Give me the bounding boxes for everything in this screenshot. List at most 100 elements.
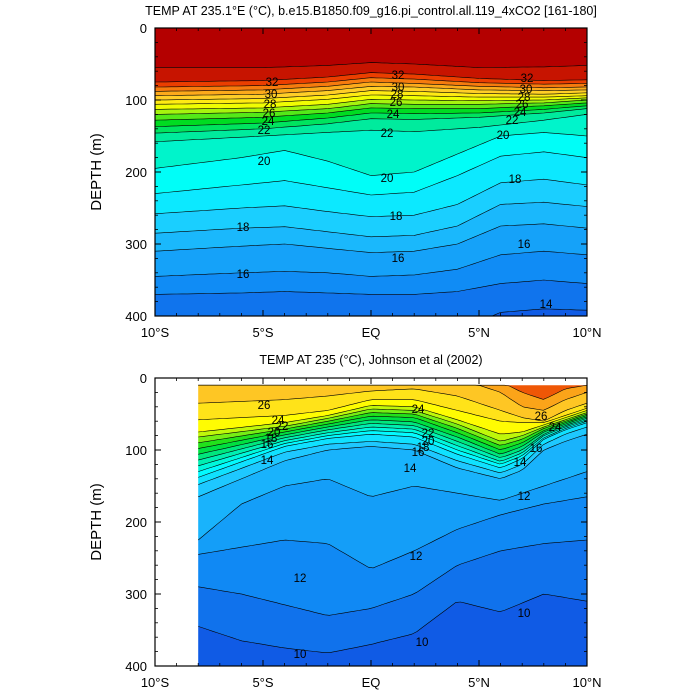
bottom-contour-label: 20 — [422, 436, 435, 448]
top-contour-label: 18 — [390, 211, 403, 223]
isotherm-line — [198, 399, 587, 423]
bottom-contour-label: 12 — [294, 573, 307, 585]
top-isotherm-lines — [155, 62, 587, 316]
contour-band — [155, 86, 587, 100]
x-tick-label: EQ — [362, 675, 381, 690]
isotherm-line — [155, 102, 587, 121]
top-contour-label: 28 — [391, 89, 404, 101]
isotherm-line — [155, 250, 587, 277]
bottom-contour-label: 16 — [261, 439, 274, 451]
contour-band — [198, 419, 587, 472]
contour-band — [198, 385, 587, 400]
isotherm-line — [155, 62, 587, 68]
contour-band — [155, 97, 587, 115]
bottom-contour-label: 22 — [422, 428, 435, 440]
y-tick-label: 300 — [125, 237, 147, 252]
contour-band — [155, 100, 587, 121]
x-tick-label: 5°N — [468, 325, 490, 340]
top-panel-title: TEMP AT 235.1°E (°C), b.e15.B1850.f09_g1… — [145, 4, 597, 18]
contour-band — [155, 94, 587, 110]
top-contour-label: 24 — [514, 107, 527, 119]
y-tick-label: 200 — [125, 515, 147, 530]
top-contour-label: 16 — [237, 269, 250, 281]
isotherm-line — [198, 418, 587, 461]
bottom-contour-label: 18 — [265, 433, 278, 445]
isotherm-line — [155, 178, 587, 217]
bottom-axes: 10°S 5°S EQ 5°N 10°N 0 100 200 300 400 — [125, 371, 601, 690]
bottom-contour-label: 14 — [404, 463, 417, 475]
bottom-contour-label: 16 — [530, 443, 543, 455]
isotherm-line — [155, 77, 587, 88]
bottom-panel-title: TEMP AT 235 (°C), Johnson et al (2002) — [259, 353, 482, 367]
contour-band — [198, 421, 587, 478]
top-contour-label: 26 — [516, 99, 529, 111]
top-filled-contours — [155, 28, 587, 316]
top-contour-label: 30 — [392, 82, 405, 94]
isotherm-line — [155, 94, 587, 105]
isotherm-line — [155, 223, 587, 253]
y-tick-label: 400 — [125, 659, 147, 674]
contour-band — [155, 202, 587, 253]
isotherm-line — [198, 539, 587, 616]
y-tick-label: 200 — [125, 165, 147, 180]
isotherm-line — [155, 132, 587, 176]
isotherm-line — [155, 85, 587, 96]
x-tick-label: 10°N — [572, 675, 601, 690]
isotherm-line — [198, 405, 587, 435]
bottom-contour-label: 24 — [549, 422, 562, 434]
top-contour-label: 24 — [262, 116, 275, 128]
bottom-filled-contours — [198, 385, 587, 666]
bottom-contour-label: 10 — [416, 637, 429, 649]
contour-band — [155, 72, 587, 88]
isotherm-line — [198, 415, 587, 450]
top-contour-label: 30 — [265, 89, 278, 101]
contour-band — [198, 385, 587, 411]
top-contour-label: 32 — [266, 77, 279, 89]
isotherm-line — [198, 420, 587, 472]
bottom-contour-label: 18 — [417, 442, 430, 454]
isotherm-line — [155, 72, 587, 83]
contour-band — [198, 399, 587, 434]
x-tick-label: 5°N — [468, 675, 490, 690]
top-contour-label: 30 — [520, 84, 533, 96]
top-contour-label: 20 — [381, 173, 394, 185]
bottom-contour-label: 26 — [535, 411, 548, 423]
contour-band — [155, 108, 587, 142]
isotherm-line — [198, 471, 587, 541]
top-contour-label: 14 — [540, 299, 553, 311]
x-tick-label: EQ — [362, 325, 381, 340]
bottom-contour-label: 12 — [518, 491, 531, 503]
top-contour-label: 22 — [258, 125, 271, 137]
bottom-isotherm-lines — [198, 384, 587, 653]
contour-band — [155, 223, 587, 277]
isotherm-line — [198, 426, 587, 485]
y-tick-label: 100 — [125, 443, 147, 458]
isotherm-line — [155, 81, 587, 92]
contour-band — [198, 471, 587, 568]
contour-band — [198, 388, 587, 423]
top-contour-label: 20 — [258, 156, 271, 168]
bottom-contour-label: 10 — [518, 608, 531, 620]
contour-band — [198, 426, 587, 497]
y-tick-label: 0 — [140, 371, 147, 386]
isotherm-line — [198, 384, 587, 411]
bottom-contour-label: 14 — [514, 457, 527, 469]
isotherm-line — [198, 416, 587, 455]
bottom-contour-labels: 26 26 24 24 24 22 22 20 20 18 18 16 16 1… — [258, 400, 562, 661]
x-tick-label: 5°S — [252, 325, 273, 340]
top-contour-label: 24 — [387, 109, 400, 121]
isotherm-line — [491, 308, 587, 316]
top-contour-label: 20 — [497, 130, 510, 142]
isotherm-line — [155, 99, 587, 115]
contour-band — [155, 28, 587, 68]
bottom-contour-label: 12 — [410, 551, 423, 563]
isotherm-line — [155, 114, 587, 143]
top-axes: 10°S 5°S EQ 5°N 10°N 0 100 200 300 400 — [125, 21, 601, 340]
top-contour-label: 16 — [392, 253, 405, 265]
contour-band — [198, 405, 587, 441]
top-contour-label: 16 — [518, 239, 531, 251]
contour-band — [198, 416, 587, 461]
isotherm-line — [198, 433, 587, 498]
top-contour-label: 18 — [237, 222, 250, 234]
